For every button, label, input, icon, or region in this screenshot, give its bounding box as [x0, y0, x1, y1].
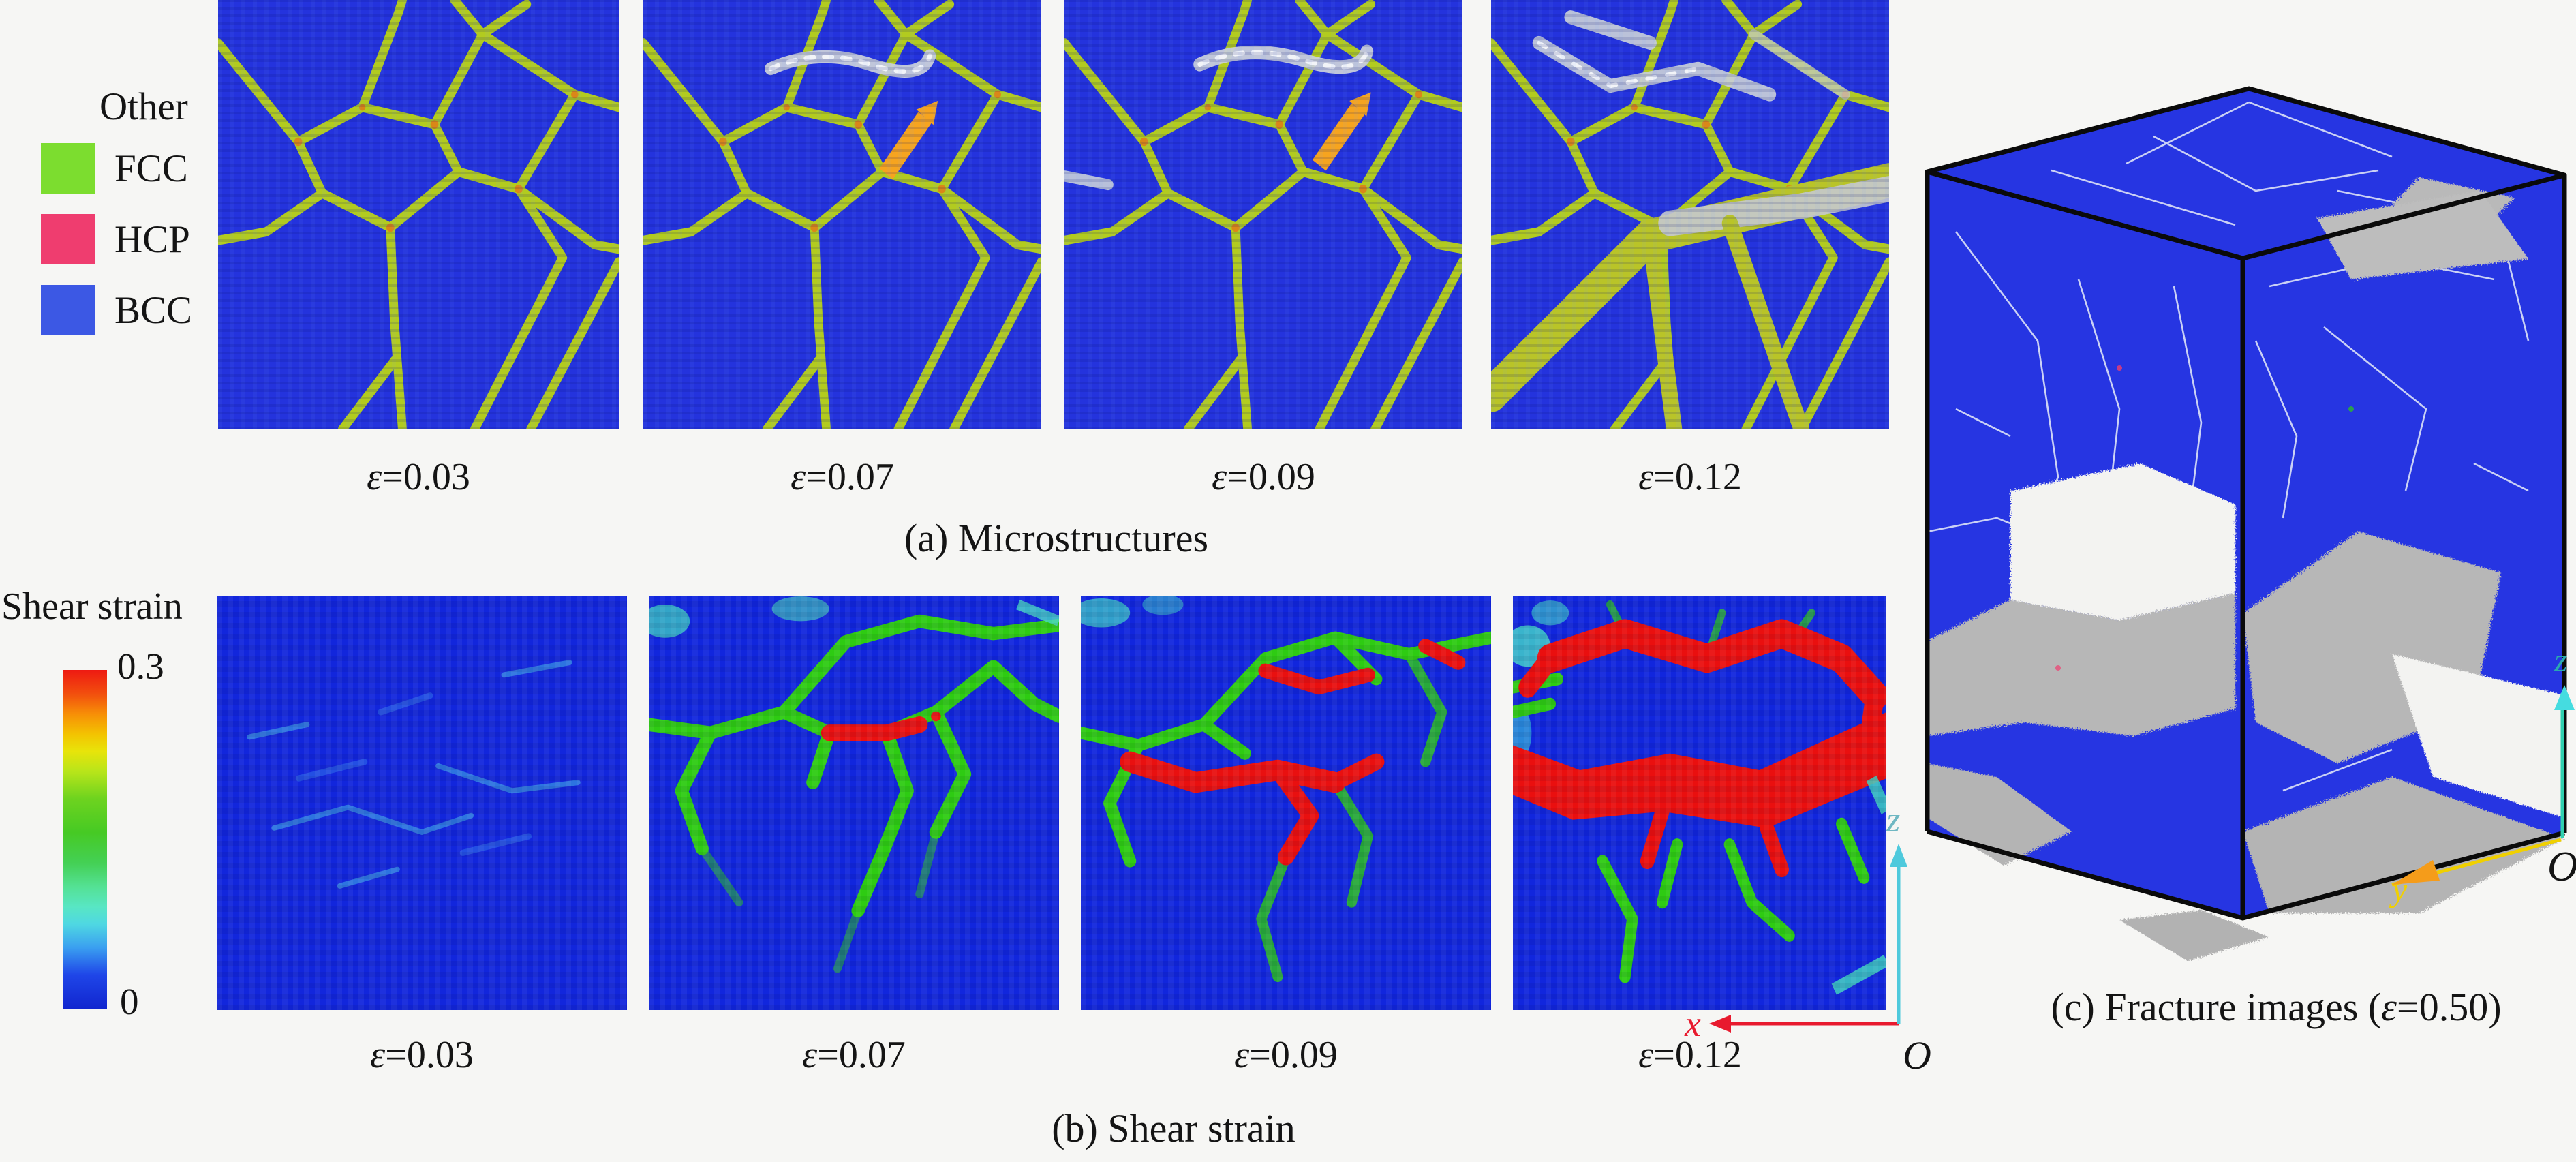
hcp-color-swatch	[41, 214, 95, 264]
strain-label-a4: ε=0.12	[1638, 456, 1742, 498]
damage-streak	[1064, 44, 1374, 191]
fcc-color-swatch	[41, 143, 95, 194]
shear-strain-panel-e007	[649, 596, 1059, 1010]
y-axis-label: y	[2389, 870, 2408, 908]
strain-label-a2: ε=0.07	[791, 456, 894, 498]
fcc-label: FCC	[114, 147, 188, 190]
strain-label-a1: ε=0.03	[367, 456, 470, 498]
strain-label-b1: ε=0.03	[370, 1034, 474, 1076]
y-axis-arrow-icon	[2392, 860, 2440, 885]
shear-band-red	[1513, 712, 1886, 828]
shear-strain-panel-e012	[1513, 596, 1886, 1010]
microstructure-panel-e007	[643, 0, 1041, 429]
axes-2d: x z O	[1684, 801, 1931, 1077]
z-axis-label: z	[1886, 801, 1900, 840]
colorbar-tick-min: 0	[120, 981, 139, 1022]
colorbar-tick-max: 0.3	[117, 645, 164, 687]
damage-streak	[765, 49, 936, 78]
microstructure-panel-e012	[1491, 0, 1889, 429]
strain-label-b4: ε=0.12	[1638, 1034, 1742, 1076]
x-axis-arrow-icon	[1709, 1015, 1731, 1033]
legend-item-hcp: HCP	[41, 214, 190, 264]
bcc-label: BCC	[114, 288, 193, 332]
microstructure-panel-e003	[218, 0, 619, 429]
shear-strain-panel-e003	[217, 596, 627, 1010]
strain-label-b2: ε=0.07	[802, 1034, 906, 1076]
legend-item-bcc: BCC	[41, 285, 192, 335]
strain-label-b3: ε=0.09	[1234, 1034, 1338, 1076]
legend-other-label: Other	[99, 85, 188, 128]
hcp-label: HCP	[114, 217, 190, 261]
caption-panel-c: (c) Fracture images (ε=0.50)	[2051, 985, 2502, 1029]
shear-strain-panel-e009	[1081, 596, 1491, 1010]
legend-item-fcc: FCC	[41, 143, 188, 194]
caption-row-a: (a) Microstructures	[904, 516, 1209, 560]
shear-band-overlays	[1491, 10, 1889, 429]
origin-label: O	[1903, 1033, 1931, 1077]
microstructure-panel-e009	[1064, 0, 1462, 429]
x-axis-label: x	[1684, 1003, 1701, 1044]
shear-strain-colorbar	[63, 670, 107, 1009]
strain-label-a3: ε=0.09	[1212, 456, 1315, 498]
box-edges	[1925, 86, 2567, 921]
bcc-color-swatch	[41, 285, 95, 335]
z-axis-arrow-icon	[1890, 844, 1907, 867]
caption-row-b: (b) Shear strain	[1052, 1106, 1295, 1150]
fracture-surfaces	[1927, 177, 2564, 961]
colorbar-title: Shear strain	[1, 585, 183, 628]
origin-3d-label: O	[2547, 844, 2576, 890]
z3-axis-label: z	[2554, 641, 2567, 679]
z3-axis-arrow-icon	[2554, 685, 2575, 710]
fracture-box-3d: z y O	[1925, 86, 2576, 961]
